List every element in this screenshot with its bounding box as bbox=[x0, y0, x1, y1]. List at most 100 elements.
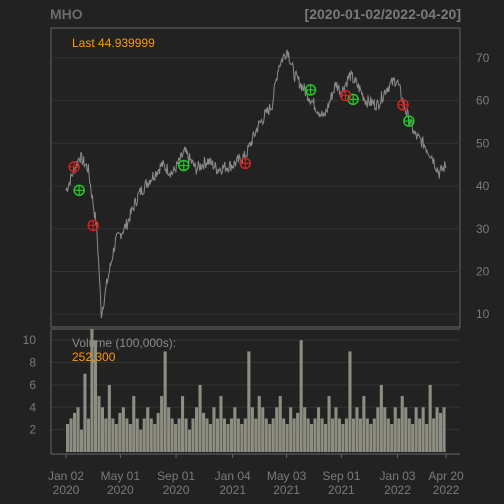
sell-signal-marker bbox=[68, 161, 80, 173]
volume-bar bbox=[205, 418, 209, 452]
volume-bar bbox=[414, 407, 418, 452]
x-tick-year-label: 2022 bbox=[384, 483, 411, 497]
volume-bar bbox=[149, 418, 153, 452]
volume-bar bbox=[379, 384, 383, 452]
x-tick-year-label: 2020 bbox=[53, 483, 80, 497]
volume-bar bbox=[139, 429, 143, 452]
volume-bar bbox=[146, 407, 150, 452]
price-panel-frame bbox=[50, 27, 461, 328]
volume-bar bbox=[299, 340, 303, 452]
volume-bar bbox=[310, 424, 314, 452]
volume-bar bbox=[369, 424, 373, 452]
volume-bar bbox=[397, 418, 401, 452]
volume-bar bbox=[215, 418, 219, 452]
sell-signal-marker bbox=[339, 89, 352, 102]
volume-bar bbox=[324, 424, 328, 452]
volume-bar bbox=[93, 340, 97, 452]
x-tick-month-label: Jan 02 bbox=[48, 469, 84, 483]
volume-bar bbox=[226, 424, 230, 452]
volume-bar bbox=[313, 418, 317, 452]
volume-bar bbox=[386, 418, 390, 452]
volume-bar bbox=[219, 396, 223, 452]
volume-bar bbox=[174, 424, 178, 452]
volume-bar bbox=[125, 418, 129, 452]
buy-signal-marker bbox=[178, 159, 190, 172]
last-price-label: Last 44.939999 bbox=[72, 36, 155, 50]
volume-bar bbox=[167, 407, 171, 452]
volume-bar bbox=[222, 418, 226, 452]
volume-bar bbox=[425, 424, 429, 452]
volume-bar bbox=[292, 418, 296, 452]
x-tick-month-label: Sep 01 bbox=[322, 469, 360, 483]
volume-bar bbox=[282, 418, 286, 452]
volume-bar bbox=[376, 407, 380, 452]
volume-tick-label: 4 bbox=[29, 400, 36, 414]
volume-bar bbox=[432, 418, 436, 452]
volume-bar bbox=[407, 418, 411, 452]
volume-bar bbox=[428, 384, 432, 452]
volume-bar bbox=[296, 412, 300, 452]
volume-bar bbox=[278, 396, 282, 452]
volume-bar bbox=[111, 418, 115, 452]
volume-last-value: 252,300 bbox=[72, 350, 116, 364]
volume-bar bbox=[100, 407, 104, 452]
volume-bar bbox=[73, 412, 77, 452]
volume-bar bbox=[163, 351, 167, 452]
volume-bar bbox=[181, 396, 185, 452]
volume-bar bbox=[348, 351, 352, 452]
volume-bar bbox=[442, 407, 446, 452]
volume-bar bbox=[435, 407, 439, 452]
volume-bar bbox=[66, 424, 70, 452]
price-tick-label: 50 bbox=[476, 136, 490, 150]
volume-bar bbox=[243, 418, 247, 452]
x-tick-month-label: Sep 01 bbox=[157, 469, 195, 483]
buy-signal-marker bbox=[73, 184, 85, 197]
volume-bar bbox=[383, 407, 387, 452]
x-tick-month-label: May 01 bbox=[101, 469, 141, 483]
volume-bar bbox=[358, 418, 362, 452]
volume-bar bbox=[202, 412, 206, 452]
volume-bar bbox=[236, 418, 240, 452]
volume-bar bbox=[250, 407, 254, 452]
volume-bar bbox=[118, 412, 122, 452]
volume-bar bbox=[229, 418, 233, 452]
volume-bar bbox=[303, 407, 307, 452]
price-panel: 10 20 30 40 50 60 70 Last 44.939999 bbox=[50, 27, 490, 328]
volume-bar bbox=[97, 396, 101, 452]
volume-bar bbox=[334, 407, 338, 452]
volume-bar bbox=[285, 424, 289, 452]
x-tick-year-label: 2020 bbox=[107, 483, 134, 497]
volume-bar bbox=[160, 396, 164, 452]
price-tick-label: 30 bbox=[476, 222, 490, 236]
chart-date-range: [2020-01-02/2022-04-20] bbox=[304, 6, 461, 22]
x-tick-year-label: 2022 bbox=[433, 483, 460, 497]
volume-bar bbox=[128, 424, 132, 452]
volume-tick-label: 10 bbox=[23, 333, 37, 347]
sell-signal-marker bbox=[239, 157, 252, 170]
volume-bar bbox=[344, 418, 348, 452]
volume-bar bbox=[177, 418, 181, 452]
volume-bar bbox=[372, 418, 376, 452]
volume-bar bbox=[107, 384, 111, 452]
price-tick-label: 20 bbox=[476, 264, 490, 278]
x-tick-month-label: May 03 bbox=[267, 469, 307, 483]
volume-tick-label: 6 bbox=[29, 378, 36, 392]
volume-bar bbox=[153, 424, 157, 452]
price-line bbox=[65, 49, 447, 319]
volume-bar bbox=[331, 418, 335, 452]
x-tick-year-label: 2020 bbox=[163, 483, 190, 497]
volume-tick-label: 2 bbox=[29, 423, 36, 437]
volume-bar bbox=[188, 429, 192, 452]
volume-bar bbox=[362, 396, 366, 452]
volume-bar bbox=[114, 424, 118, 452]
sell-signal-marker bbox=[87, 219, 99, 232]
volume-bar bbox=[104, 418, 108, 452]
volume-bar bbox=[439, 412, 443, 452]
volume-bar bbox=[261, 407, 265, 452]
volume-bar bbox=[83, 373, 87, 452]
volume-bar bbox=[306, 418, 310, 452]
volume-bar bbox=[191, 418, 195, 452]
volume-bar bbox=[327, 396, 331, 452]
volume-bar bbox=[156, 412, 160, 452]
